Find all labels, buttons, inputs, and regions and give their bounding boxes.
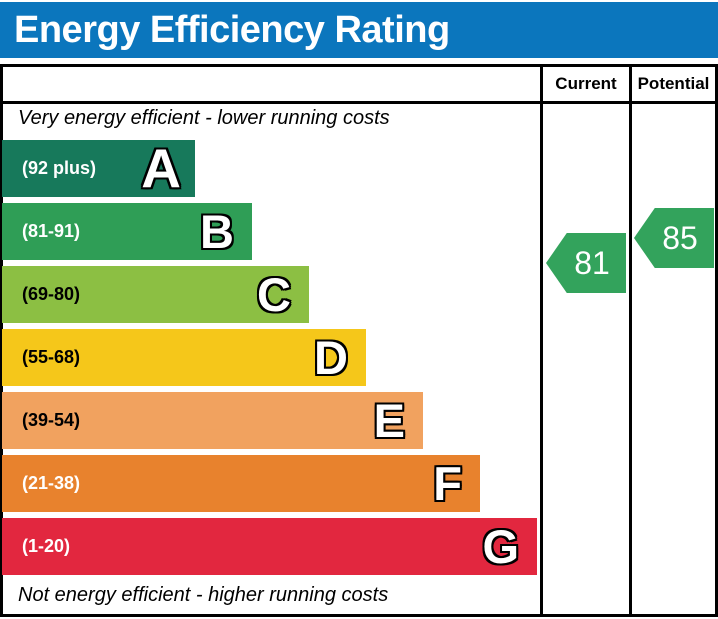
band-d: (55-68) D: [2, 329, 366, 386]
band-f-range: (21-38): [22, 473, 81, 493]
band-e-letter: E: [373, 394, 405, 447]
band-a: (92 plus) A: [2, 140, 195, 197]
header-divider: [0, 101, 718, 104]
page-title: Energy Efficiency Rating: [14, 9, 450, 51]
band-a-letter: A: [141, 137, 181, 199]
title-bar: Energy Efficiency Rating: [0, 2, 718, 58]
band-f-letter: F: [433, 457, 462, 510]
band-a-range: (92 plus): [22, 158, 97, 178]
band-d-letter: D: [314, 331, 348, 384]
band-b: (81-91) B: [2, 203, 252, 260]
band-g-range: (1-20): [22, 536, 71, 556]
column-header-current: Current: [555, 74, 617, 93]
top-note: Very energy efficient - lower running co…: [18, 107, 390, 129]
band-c-letter: C: [257, 268, 291, 321]
band-b-range: (81-91): [22, 221, 81, 241]
column-header-potential: Potential: [637, 74, 710, 93]
divider-chart-current: [540, 64, 543, 617]
potential-rating-value: 85: [662, 220, 698, 256]
band-b-letter: B: [200, 205, 234, 258]
band-e-range: (39-54): [22, 410, 81, 430]
band-f: (21-38) F: [2, 455, 480, 512]
band-g-letter: G: [482, 520, 519, 573]
band-d-range: (55-68): [22, 347, 81, 367]
band-e: (39-54) E: [2, 392, 423, 449]
band-c-range: (69-80): [22, 284, 81, 304]
bottom-note: Not energy efficient - higher running co…: [18, 584, 389, 606]
current-rating-value: 81: [574, 245, 610, 281]
divider-current-potential: [629, 64, 632, 617]
band-c: (69-80) C: [2, 266, 309, 323]
band-g: (1-20) G: [2, 518, 537, 575]
